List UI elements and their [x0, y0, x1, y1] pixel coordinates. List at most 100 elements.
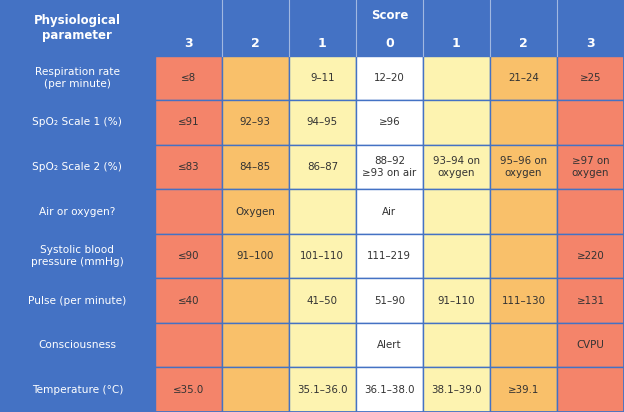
Bar	[155, 323, 222, 368]
Text: 51–90: 51–90	[374, 296, 405, 306]
Bar	[490, 368, 557, 412]
Bar	[356, 189, 423, 234]
Bar	[557, 100, 624, 145]
Bar	[0, 279, 155, 323]
Bar	[356, 145, 423, 189]
Bar	[289, 56, 356, 100]
Bar	[222, 100, 289, 145]
Text: 35.1–36.0: 35.1–36.0	[297, 385, 348, 395]
Bar	[356, 279, 423, 323]
Text: 41–50: 41–50	[307, 296, 338, 306]
Bar	[0, 189, 155, 234]
Text: 12–20: 12–20	[374, 73, 405, 83]
Text: 21–24: 21–24	[508, 73, 539, 83]
Bar	[222, 234, 289, 279]
Text: 9–11: 9–11	[310, 73, 334, 83]
Bar	[0, 56, 155, 100]
Bar	[289, 323, 356, 368]
Text: SpO₂ Scale 2 (%): SpO₂ Scale 2 (%)	[32, 162, 122, 172]
Bar	[155, 56, 222, 100]
Text: 95–96 on
oxygen: 95–96 on oxygen	[500, 156, 547, 178]
Text: ≥97 on
oxygen: ≥97 on oxygen	[572, 156, 609, 178]
Bar	[490, 56, 557, 100]
Text: ≥25: ≥25	[580, 73, 602, 83]
Bar	[222, 323, 289, 368]
Text: ≤83: ≤83	[177, 162, 199, 172]
Text: 91–100: 91–100	[236, 251, 274, 261]
Bar	[557, 323, 624, 368]
Bar	[222, 189, 289, 234]
Text: ≤35.0: ≤35.0	[173, 385, 204, 395]
Bar	[356, 323, 423, 368]
Text: Systolic blood
pressure (mmHg): Systolic blood pressure (mmHg)	[31, 245, 124, 267]
Text: Respiration rate
(per minute): Respiration rate (per minute)	[35, 67, 120, 89]
Bar	[155, 189, 222, 234]
Text: Physiological
parameter: Physiological parameter	[34, 14, 121, 42]
Text: 0: 0	[385, 37, 394, 50]
Text: 3: 3	[184, 37, 193, 50]
Text: 88–92
≥93 on air: 88–92 ≥93 on air	[363, 156, 416, 178]
Bar	[423, 100, 490, 145]
Bar	[490, 100, 557, 145]
Bar	[557, 145, 624, 189]
Bar	[289, 189, 356, 234]
Text: 36.1–38.0: 36.1–38.0	[364, 385, 414, 395]
Text: ≤91: ≤91	[177, 117, 199, 127]
Text: 94–95: 94–95	[307, 117, 338, 127]
Bar	[0, 234, 155, 279]
Bar	[0, 323, 155, 368]
Bar	[155, 100, 222, 145]
Text: ≥220: ≥220	[577, 251, 605, 261]
Bar	[289, 368, 356, 412]
Text: ≤90: ≤90	[177, 251, 199, 261]
Text: 2: 2	[251, 37, 260, 50]
Bar	[557, 234, 624, 279]
Bar	[423, 145, 490, 189]
Bar	[0, 0, 155, 56]
Bar	[0, 145, 155, 189]
Text: Alert: Alert	[377, 340, 402, 350]
Bar	[356, 56, 423, 100]
Text: 3: 3	[586, 37, 595, 50]
Bar	[155, 234, 222, 279]
Text: Score: Score	[371, 9, 408, 22]
Bar	[155, 145, 222, 189]
Text: 1: 1	[318, 37, 327, 50]
Bar	[222, 56, 289, 100]
Bar	[0, 100, 155, 145]
Bar	[289, 279, 356, 323]
Bar	[356, 368, 423, 412]
Text: SpO₂ Scale 1 (%): SpO₂ Scale 1 (%)	[32, 117, 122, 127]
Bar	[289, 100, 356, 145]
Text: Air: Air	[383, 206, 396, 217]
Bar	[423, 279, 490, 323]
Bar	[289, 234, 356, 279]
Bar	[155, 0, 624, 56]
Text: ≥96: ≥96	[379, 117, 400, 127]
Text: 93–94 on
oxygen: 93–94 on oxygen	[433, 156, 480, 178]
Text: ≤40: ≤40	[177, 296, 199, 306]
Bar	[557, 189, 624, 234]
Text: 101–110: 101–110	[300, 251, 344, 261]
Text: Pulse (per minute): Pulse (per minute)	[28, 296, 127, 306]
Bar	[0, 368, 155, 412]
Bar	[490, 145, 557, 189]
Text: 2: 2	[519, 37, 528, 50]
Bar	[222, 145, 289, 189]
Text: 86–87: 86–87	[307, 162, 338, 172]
Bar	[222, 279, 289, 323]
Bar	[222, 368, 289, 412]
Text: ≥131: ≥131	[577, 296, 605, 306]
Bar	[155, 279, 222, 323]
Bar	[490, 323, 557, 368]
Bar	[423, 368, 490, 412]
Text: CVPU: CVPU	[577, 340, 605, 350]
Bar	[155, 368, 222, 412]
Bar	[490, 279, 557, 323]
Bar	[490, 234, 557, 279]
Text: Temperature (°C): Temperature (°C)	[32, 385, 123, 395]
Text: ≥39.1: ≥39.1	[508, 385, 539, 395]
Bar	[356, 100, 423, 145]
Text: Oxygen: Oxygen	[235, 206, 275, 217]
Text: 38.1–39.0: 38.1–39.0	[431, 385, 482, 395]
